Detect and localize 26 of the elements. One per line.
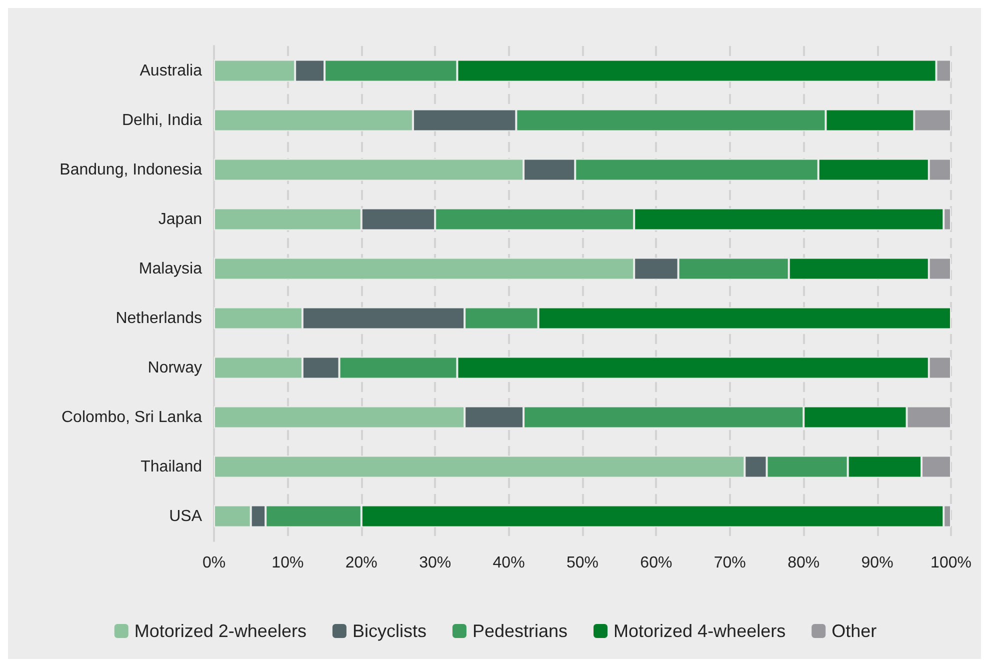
y-tick-label: Thailand <box>140 458 202 476</box>
legend-label: Pedestrians <box>472 621 568 641</box>
legend-label: Motorized 4-wheelers <box>614 621 786 641</box>
x-tick-label: 70% <box>714 554 746 572</box>
legend-label: Motorized 2-wheelers <box>134 621 306 641</box>
x-tick-label: 0% <box>202 554 226 572</box>
x-tick-label: 100% <box>930 554 972 572</box>
y-tick-label: Norway <box>148 359 202 376</box>
x-tick-label: 20% <box>345 554 378 572</box>
y-tick-label: Delhi, India <box>122 112 202 129</box>
x-tick-label: 80% <box>788 554 820 572</box>
y-tick-label: Australia <box>140 62 202 80</box>
x-tick-label: 30% <box>419 554 452 572</box>
y-tick-label: Malaysia <box>138 260 202 278</box>
y-tick-label: Netherlands <box>116 310 202 327</box>
y-tick-label: Japan <box>158 210 202 228</box>
legend-label: Bicyclists <box>352 621 426 641</box>
x-tick-label: 40% <box>492 554 525 572</box>
y-tick-label: USA <box>169 508 202 525</box>
y-tick-label: Bandung, Indonesia <box>60 161 202 178</box>
legend-label: Other <box>832 621 877 641</box>
x-tick-label: 10% <box>272 554 304 572</box>
y-tick-label: Colombo, Sri Lanka <box>61 408 202 426</box>
x-tick-label: 60% <box>640 554 672 572</box>
x-tick-label: 50% <box>566 554 599 572</box>
x-tick-label: 90% <box>861 554 894 572</box>
